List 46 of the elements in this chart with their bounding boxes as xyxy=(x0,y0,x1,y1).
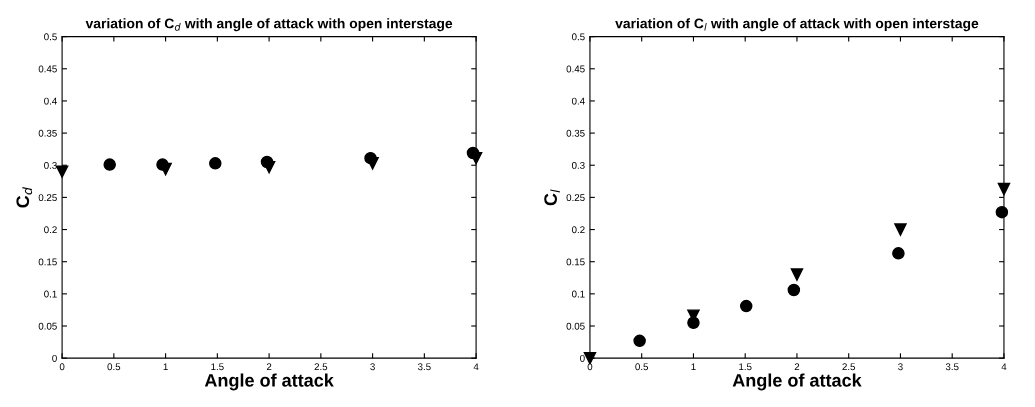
y-axis-title: C$_{d}$ xyxy=(16,187,33,208)
y-tick-label: 0.05 xyxy=(38,322,57,330)
y-tick-label: 0.3 xyxy=(571,161,585,169)
x-tick-label: 1 xyxy=(691,363,696,371)
x-tick-label: 1 xyxy=(163,363,168,371)
x-tick-label: 0 xyxy=(59,363,65,371)
x-tick-label: 3 xyxy=(370,363,375,371)
x-tick-label: 0.5 xyxy=(107,363,121,371)
y-tick-label: 0.45 xyxy=(566,65,585,73)
x-tick-label: 1.5 xyxy=(211,363,224,371)
y-tick-label: 0 xyxy=(52,354,57,362)
x-axis-title: Angle of attack xyxy=(204,373,334,391)
x-tick-label: 2.5 xyxy=(314,363,328,371)
y-tick-label: 0.5 xyxy=(571,33,585,41)
x-tick-label: 4 xyxy=(473,363,479,371)
y-tick-label: 0.2 xyxy=(44,226,57,234)
x-tick-label: 2.5 xyxy=(842,363,856,371)
y-tick-label: 0.15 xyxy=(38,258,57,266)
x-tick-label: 3 xyxy=(898,363,903,371)
y-tick-label: 0.3 xyxy=(44,161,57,169)
y-tick-label: 0.25 xyxy=(566,194,585,202)
x-tick-label: 3.5 xyxy=(417,363,431,371)
x-tick-label: 3.5 xyxy=(945,363,959,371)
y-axis-title: C$_{l}$ xyxy=(544,189,560,206)
y-tick-label: 0.1 xyxy=(44,290,57,298)
y-tick-label: 0.5 xyxy=(44,33,57,41)
y-tick-label: 0.2 xyxy=(571,226,585,234)
y-tick-label: 0 xyxy=(580,354,585,362)
chart-title: variation of C$_{l}$ with angle of attack with open interstage xyxy=(615,18,979,32)
y-tick-label: 0.05 xyxy=(566,322,585,330)
x-tick-label: 1.5 xyxy=(739,363,752,371)
chart-title: variation of C$_{d}$ with angle of attack with open interstage xyxy=(85,18,453,32)
y-tick-label: 0.15 xyxy=(566,258,585,266)
x-tick-label: 2 xyxy=(266,363,272,371)
y-tick-label: 0.1 xyxy=(571,290,585,298)
y-tick-label: 0.25 xyxy=(38,194,57,202)
x-tick-label: 0.5 xyxy=(635,363,649,371)
x-tick-label: 4 xyxy=(1001,363,1007,371)
y-tick-label: 0.4 xyxy=(571,97,585,105)
y-tick-label: 0.35 xyxy=(38,129,57,137)
x-axis-title: Angle of attack xyxy=(732,373,862,391)
x-tick-label: 2 xyxy=(794,363,800,371)
y-tick-label: 0.4 xyxy=(44,97,57,105)
y-tick-label: 0.35 xyxy=(566,129,585,137)
y-tick-label: 0.45 xyxy=(38,65,57,73)
x-tick-label: 0 xyxy=(587,363,593,371)
